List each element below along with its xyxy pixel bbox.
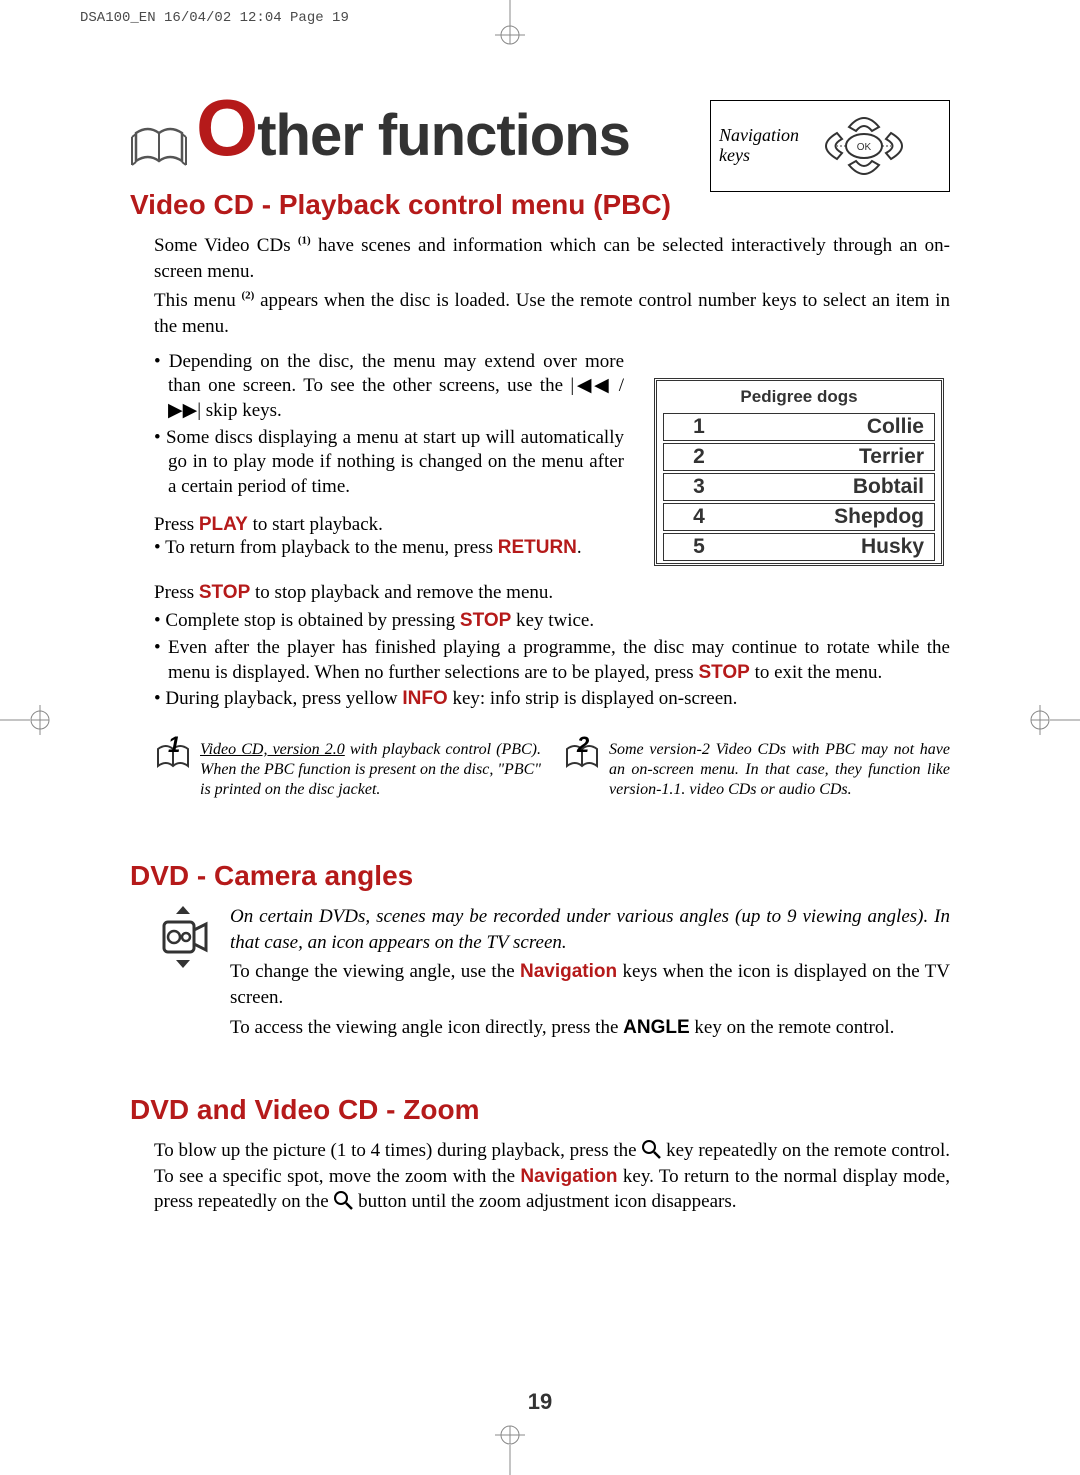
page-content: Navigationkeys OK Other functions Video … bbox=[130, 100, 950, 1215]
book-icon bbox=[130, 121, 188, 169]
pedigree-menu-table: Pedigree dogs 1Collie2Terrier3Bobtail4Sh… bbox=[654, 378, 944, 566]
menu-row-num: 4 bbox=[664, 504, 734, 530]
menu-table-row: 1Collie bbox=[663, 413, 935, 441]
menu-table-header: Pedigree dogs bbox=[657, 381, 941, 413]
menu-row-name: Terrier bbox=[734, 444, 934, 470]
bullet: During playback, press yellow INFO key: … bbox=[154, 687, 950, 712]
menu-row-name: Bobtail bbox=[734, 474, 934, 500]
svg-text:OK: OK bbox=[857, 142, 872, 153]
section3-title: DVD and Video CD - Zoom bbox=[130, 1094, 950, 1126]
crop-mark-top bbox=[475, 0, 545, 45]
bullet: Complete stop is obtained by pressing ST… bbox=[154, 609, 950, 634]
bullet: To return from playback to the menu, pre… bbox=[154, 536, 624, 561]
title-text: Other functions bbox=[196, 100, 630, 169]
print-header: DSA100_EN 16/04/02 12:04 Page 19 bbox=[80, 10, 349, 26]
nav-diamond-icon: OK bbox=[809, 107, 919, 185]
menu-row-name: Collie bbox=[734, 414, 934, 440]
menu-table-row: 2Terrier bbox=[663, 443, 935, 471]
menu-row-num: 1 bbox=[664, 414, 734, 440]
menu-table-row: 3Bobtail bbox=[663, 473, 935, 501]
bullet: Even after the player has finished playi… bbox=[154, 636, 950, 685]
menu-row-num: 2 bbox=[664, 444, 734, 470]
menu-row-name: Husky bbox=[734, 534, 934, 560]
menu-table-column: Pedigree dogs 1Collie2Terrier3Bobtail4Sh… bbox=[654, 350, 954, 566]
menu-row-num: 3 bbox=[664, 474, 734, 500]
bullet: Depending on the disc, the menu may exte… bbox=[154, 350, 624, 424]
footnote-1: 1 Video CD, version 2.0 with playback co… bbox=[154, 740, 541, 800]
section2-text: On certain DVDs, scenes may be recorded … bbox=[230, 904, 950, 1044]
section1-intro: Some Video CDs (1) have scenes and infor… bbox=[154, 233, 950, 340]
page-number: 19 bbox=[528, 1389, 552, 1415]
menu-table-row: 4Shepdog bbox=[663, 503, 935, 531]
magnify-icon bbox=[641, 1139, 661, 1159]
section2-title: DVD - Camera angles bbox=[130, 860, 950, 892]
nav-keys-label: Navigationkeys bbox=[719, 126, 799, 166]
bullet: Some discs displaying a menu at start up… bbox=[154, 426, 624, 500]
menu-row-name: Shepdog bbox=[734, 504, 934, 530]
section1-stop-block: Press STOP to stop playback and remove t… bbox=[154, 580, 950, 712]
magnify-icon bbox=[333, 1190, 353, 1210]
footnotes: 1 Video CD, version 2.0 with playback co… bbox=[154, 740, 950, 800]
menu-row-num: 5 bbox=[664, 534, 734, 560]
section3-text: To blow up the picture (1 to 4 times) du… bbox=[154, 1138, 950, 1215]
crop-mark-right bbox=[1025, 685, 1080, 755]
footnote-2: 2 Some version-2 Video CDs with PBC may … bbox=[563, 740, 950, 800]
crop-mark-left bbox=[0, 685, 55, 755]
crop-mark-bottom bbox=[475, 1420, 545, 1475]
camera-angle-icon bbox=[154, 904, 212, 970]
nav-keys-box: Navigationkeys OK bbox=[710, 100, 950, 192]
section1-left-col: Depending on the disc, the menu may exte… bbox=[154, 350, 624, 566]
section1-title: Video CD - Playback control menu (PBC) bbox=[130, 189, 950, 221]
menu-table-row: 5Husky bbox=[663, 533, 935, 561]
